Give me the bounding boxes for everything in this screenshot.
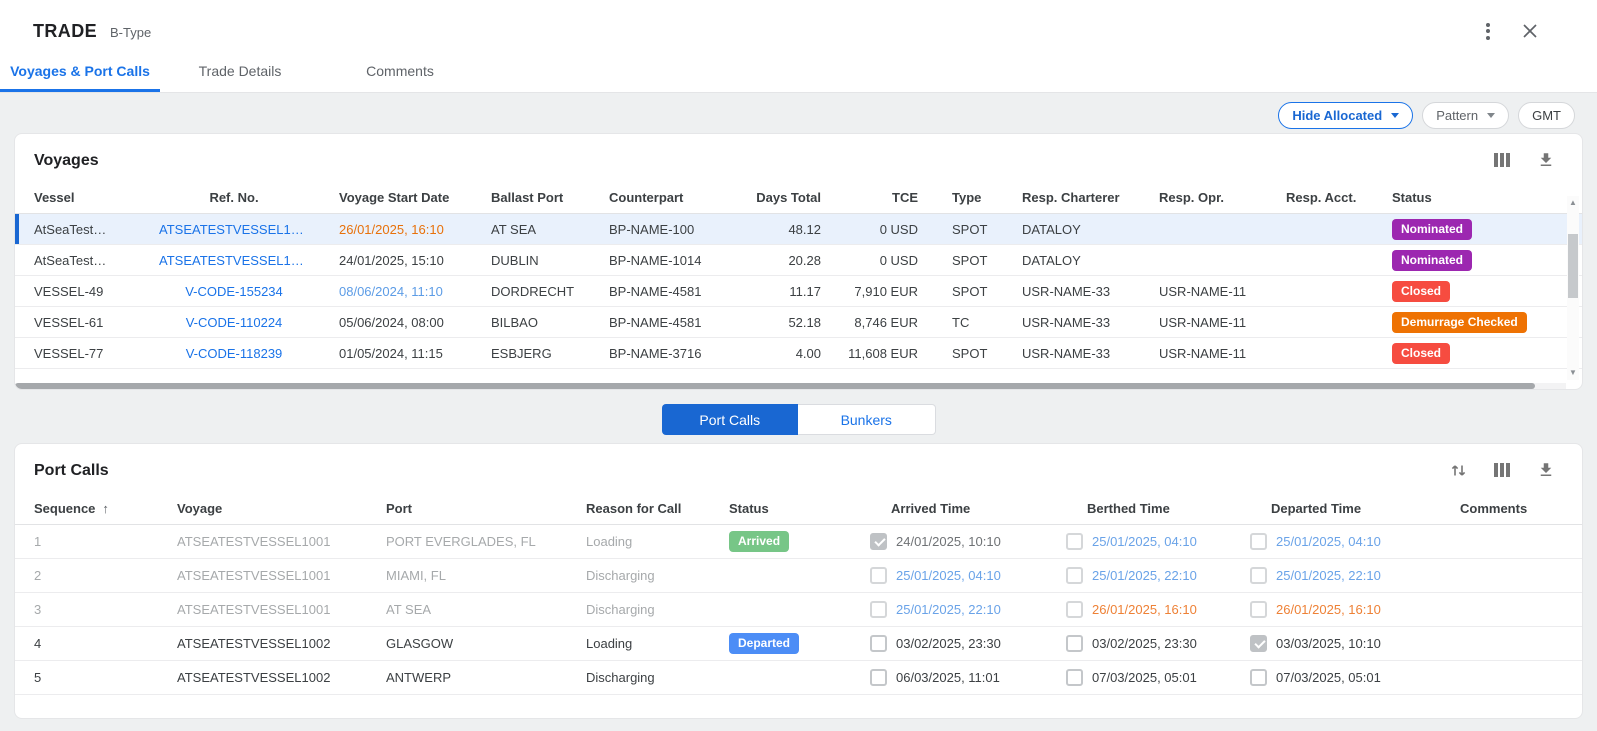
status-badge: Departed	[729, 633, 799, 654]
col-resp-acct[interactable]: Resp. Acct.	[1284, 190, 1390, 205]
sort-ascending-icon: ↑	[102, 501, 109, 516]
tab-comments[interactable]: Comments	[320, 51, 480, 92]
berthed-checkbox[interactable]	[1066, 635, 1083, 652]
berthed-checkbox[interactable]	[1066, 601, 1083, 618]
col-days-total[interactable]: Days Total	[729, 190, 821, 205]
voyages-table-header: Vessel Ref. No. Voyage Start Date Ballas…	[15, 182, 1582, 214]
sort-icon[interactable]	[1448, 460, 1468, 480]
voyage-row[interactable]: AtSeaTest… ATSEATESTVESSEL1001 24/01/202…	[15, 245, 1582, 276]
table-toggle: Port Calls Bunkers	[662, 404, 936, 435]
page-title: TRADE	[33, 21, 97, 42]
hide-allocated-button[interactable]: Hide Allocated	[1278, 102, 1413, 129]
departed-checkbox[interactable]	[1250, 601, 1267, 618]
col-resp-opr[interactable]: Resp. Opr.	[1157, 190, 1284, 205]
timezone-button[interactable]: GMT	[1518, 102, 1575, 129]
col-berthed-time[interactable]: Berthed Time	[1062, 501, 1246, 516]
col-counterpart[interactable]: Counterpart	[579, 190, 729, 205]
close-icon[interactable]	[1521, 22, 1539, 40]
column-settings-icon[interactable]	[1492, 460, 1512, 480]
col-status[interactable]: Status	[729, 501, 866, 516]
tab-bar: Voyages & Port Calls Trade Details Comme…	[0, 51, 480, 92]
col-sequence[interactable]: Sequence↑	[34, 501, 177, 516]
port-call-row[interactable]: 1 ATSEATESTVESSEL1001 PORT EVERGLADES, F…	[15, 525, 1582, 559]
voyage-row[interactable]: VESSEL-49 V-CODE-155234 08/06/2024, 11:1…	[15, 276, 1582, 307]
status-badge: Demurrage Checked	[1392, 312, 1527, 333]
status-badge: Nominated	[1392, 250, 1472, 271]
col-voyage[interactable]: Voyage	[177, 501, 386, 516]
col-voyage-start-date[interactable]: Voyage Start Date	[309, 190, 461, 205]
col-vessel[interactable]: Vessel	[34, 190, 159, 205]
col-ballast-port[interactable]: Ballast Port	[461, 190, 579, 205]
col-tce[interactable]: TCE	[821, 190, 950, 205]
voyage-ref-link[interactable]: ATSEATESTVESSEL1002	[159, 222, 309, 237]
col-comments[interactable]: Comments	[1430, 501, 1563, 516]
berthed-checkbox[interactable]	[1066, 567, 1083, 584]
berthed-checkbox[interactable]	[1066, 669, 1083, 686]
port-calls-table-header: Sequence↑ Voyage Port Reason for Call St…	[15, 492, 1582, 525]
column-settings-icon[interactable]	[1492, 150, 1512, 170]
voyage-ref-link[interactable]: ATSEATESTVESSEL1001	[159, 253, 309, 268]
col-type[interactable]: Type	[950, 190, 1020, 205]
col-port[interactable]: Port	[386, 501, 586, 516]
toggle-port-calls[interactable]: Port Calls	[662, 404, 799, 435]
vertical-scrollbar[interactable]: ▲ ▼	[1567, 196, 1579, 380]
status-badge: Arrived	[729, 531, 789, 552]
toolbar: Hide Allocated Pattern GMT	[0, 93, 1597, 133]
scrollbar-thumb[interactable]	[15, 383, 1535, 389]
arrived-checkbox[interactable]	[870, 567, 887, 584]
col-ref-no[interactable]: Ref. No.	[159, 190, 309, 205]
departed-checkbox[interactable]	[1250, 533, 1267, 550]
arrived-checkbox[interactable]	[870, 601, 887, 618]
arrived-checkbox[interactable]	[870, 635, 887, 652]
chevron-down-icon	[1391, 113, 1399, 118]
pattern-button[interactable]: Pattern	[1422, 102, 1509, 129]
more-options-icon[interactable]	[1479, 22, 1497, 40]
tab-voyages-port-calls[interactable]: Voyages & Port Calls	[0, 51, 160, 92]
port-call-row[interactable]: 4 ATSEATESTVESSEL1002 GLASGOW Loading De…	[15, 627, 1582, 661]
toggle-bunkers[interactable]: Bunkers	[798, 404, 936, 435]
arrived-checkbox[interactable]	[870, 669, 887, 686]
arrived-checkbox[interactable]	[870, 533, 887, 550]
scroll-down-icon[interactable]: ▼	[1567, 368, 1579, 378]
status-badge: Nominated	[1392, 219, 1472, 240]
horizontal-scrollbar[interactable]	[15, 383, 1566, 389]
col-departed-time[interactable]: Departed Time	[1246, 501, 1430, 516]
download-icon[interactable]	[1536, 460, 1556, 480]
departed-checkbox[interactable]	[1250, 567, 1267, 584]
status-badge: Closed	[1392, 281, 1450, 302]
voyage-row[interactable]: VESSEL-61 V-CODE-110224 05/06/2024, 08:0…	[15, 307, 1582, 338]
col-arrived-time[interactable]: Arrived Time	[866, 501, 1062, 516]
scrollbar-thumb[interactable]	[1568, 234, 1578, 298]
chevron-down-icon	[1487, 113, 1495, 118]
status-badge: Closed	[1392, 343, 1450, 364]
port-call-row[interactable]: 2 ATSEATESTVESSEL1001 MIAMI, FL Discharg…	[15, 559, 1582, 593]
scroll-up-icon[interactable]: ▲	[1567, 198, 1579, 208]
voyages-panel: Voyages Vessel Ref. No. Voyage Start Dat…	[14, 133, 1583, 390]
port-call-row[interactable]: 3 ATSEATESTVESSEL1001 AT SEA Discharging…	[15, 593, 1582, 627]
voyages-title: Voyages	[34, 152, 99, 169]
voyage-ref-link[interactable]: V-CODE-155234	[159, 284, 309, 299]
port-call-row[interactable]: 5 ATSEATESTVESSEL1002 ANTWERP Dischargin…	[15, 661, 1582, 695]
trade-type-label: B-Type	[110, 25, 151, 40]
voyage-ref-link[interactable]: V-CODE-110224	[159, 315, 309, 330]
dialog-header: TRADE B-Type Voyages & Port Calls Trade …	[0, 0, 1597, 93]
col-status[interactable]: Status	[1390, 190, 1563, 205]
departed-checkbox[interactable]	[1250, 635, 1267, 652]
col-resp-charterer[interactable]: Resp. Charterer	[1020, 190, 1157, 205]
port-calls-title: Port Calls	[34, 462, 109, 479]
download-icon[interactable]	[1536, 150, 1556, 170]
voyage-row[interactable]: AtSeaTest… ATSEATESTVESSEL1002 26/01/202…	[15, 214, 1582, 245]
tab-trade-details[interactable]: Trade Details	[160, 51, 320, 92]
col-reason-for-call[interactable]: Reason for Call	[586, 501, 729, 516]
port-calls-panel: Port Calls Sequence↑ Voyage Port Reason …	[14, 443, 1583, 719]
departed-checkbox[interactable]	[1250, 669, 1267, 686]
berthed-checkbox[interactable]	[1066, 533, 1083, 550]
voyage-row[interactable]: VESSEL-77 V-CODE-118239 01/05/2024, 11:1…	[15, 338, 1582, 369]
voyage-ref-link[interactable]: V-CODE-118239	[159, 346, 309, 361]
